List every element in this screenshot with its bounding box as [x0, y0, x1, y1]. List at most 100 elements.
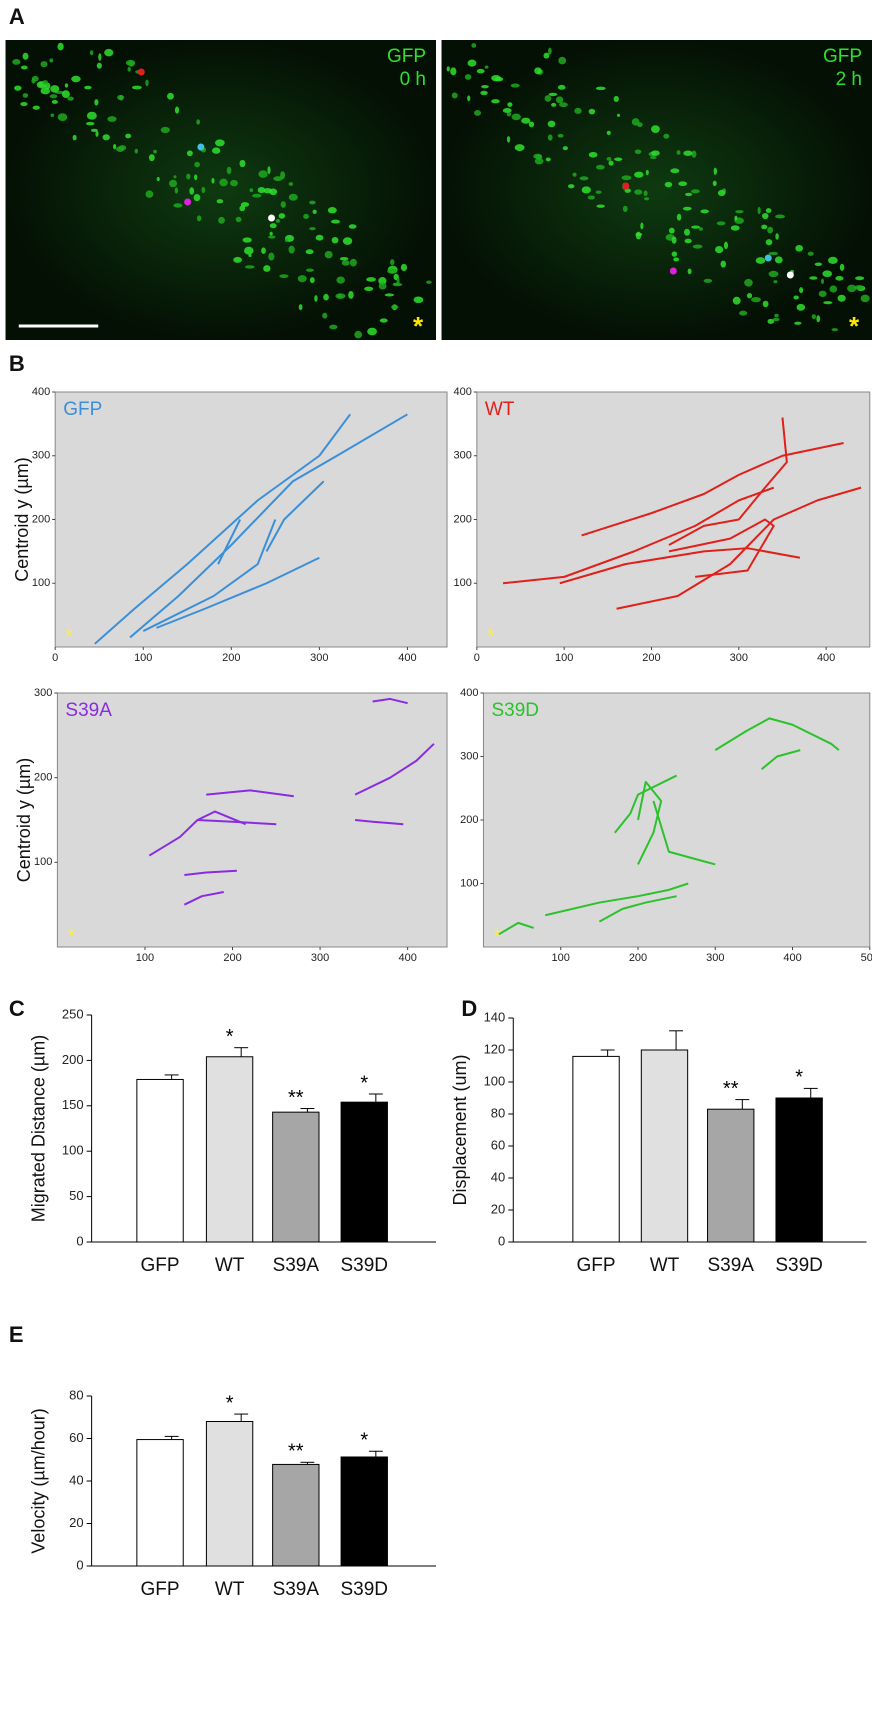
y-tick-label: 100 — [453, 577, 471, 589]
cell — [484, 65, 489, 69]
cell — [336, 276, 345, 284]
x-tick-label: 300 — [706, 952, 724, 964]
track — [355, 819, 404, 826]
cell — [691, 150, 697, 158]
cell — [545, 157, 551, 162]
cell — [567, 184, 575, 189]
cell — [40, 61, 48, 68]
micrograph — [5, 40, 437, 340]
cell — [860, 294, 870, 303]
cell — [230, 179, 238, 187]
cell — [634, 171, 644, 178]
cell — [703, 278, 713, 283]
cell — [828, 256, 838, 264]
cell — [768, 270, 779, 278]
bar — [340, 1101, 388, 1243]
y-tick-label: 20 — [491, 1201, 505, 1216]
cell — [774, 256, 783, 264]
cell — [767, 318, 775, 324]
cell — [14, 85, 22, 91]
cell — [716, 221, 726, 226]
y-tick-label: 300 — [34, 687, 52, 699]
cell — [678, 181, 688, 187]
cell — [464, 74, 472, 80]
cell — [211, 177, 215, 184]
cell — [226, 166, 232, 175]
cell — [595, 86, 606, 91]
cell — [102, 134, 110, 141]
y-tick-label: 100 — [460, 877, 478, 889]
cell — [32, 105, 40, 110]
bar — [775, 1097, 823, 1243]
cell — [127, 66, 131, 72]
cell — [579, 176, 589, 181]
cell — [71, 75, 81, 83]
cell — [391, 305, 399, 310]
bar — [136, 1439, 184, 1567]
cell — [595, 190, 602, 194]
cell — [269, 223, 277, 229]
cell — [261, 247, 266, 254]
cell — [167, 92, 174, 100]
origin-marker: * — [494, 925, 502, 947]
cell — [22, 93, 29, 98]
cell — [768, 251, 779, 256]
track — [183, 890, 224, 906]
tracked-cell — [669, 267, 677, 275]
x-tick-label: WT — [215, 1255, 245, 1276]
cell — [379, 318, 388, 323]
y-axis-label: Displacement (um) — [450, 1054, 470, 1205]
cell — [555, 96, 564, 104]
cell — [821, 278, 825, 285]
cell — [671, 236, 677, 244]
track — [668, 417, 788, 546]
x-tick-label: WT — [650, 1255, 680, 1276]
cell — [668, 227, 675, 234]
cell — [90, 128, 98, 132]
cell — [474, 109, 481, 116]
cell — [288, 193, 298, 201]
cell — [49, 58, 54, 63]
panel-letter: C — [9, 996, 25, 1021]
cell — [631, 118, 640, 126]
channel-label: GFP — [387, 46, 426, 67]
x-tick-label: S39D — [775, 1255, 823, 1276]
cell — [72, 134, 77, 141]
cell — [730, 225, 740, 231]
cell — [506, 136, 511, 143]
track — [197, 819, 277, 826]
cell — [645, 169, 649, 176]
cell — [64, 83, 69, 88]
panel-letter: A — [9, 4, 25, 29]
y-axis-label: Centroid y (µm) — [14, 758, 34, 882]
cell — [712, 180, 717, 187]
cell — [608, 160, 614, 166]
cell — [480, 90, 488, 96]
significance: * — [360, 1430, 368, 1452]
cell — [118, 145, 127, 151]
track — [129, 413, 408, 639]
track — [652, 800, 716, 866]
cell — [720, 260, 727, 268]
cell — [762, 212, 769, 220]
cell — [194, 161, 200, 168]
cell — [173, 203, 183, 208]
cell — [278, 213, 286, 219]
cell — [324, 250, 333, 259]
cell — [263, 265, 271, 272]
cell — [476, 68, 485, 74]
cell — [263, 187, 272, 194]
significance: ** — [288, 1087, 304, 1109]
cell — [606, 157, 612, 161]
significance: ** — [288, 1441, 304, 1463]
track — [184, 869, 237, 877]
significance: * — [226, 1026, 234, 1048]
cell — [761, 224, 768, 230]
x-tick-label: 300 — [310, 652, 328, 664]
cell — [807, 251, 814, 256]
y-tick-label: 200 — [460, 814, 478, 826]
cell — [96, 62, 102, 69]
cell — [663, 133, 670, 139]
track — [156, 556, 320, 629]
